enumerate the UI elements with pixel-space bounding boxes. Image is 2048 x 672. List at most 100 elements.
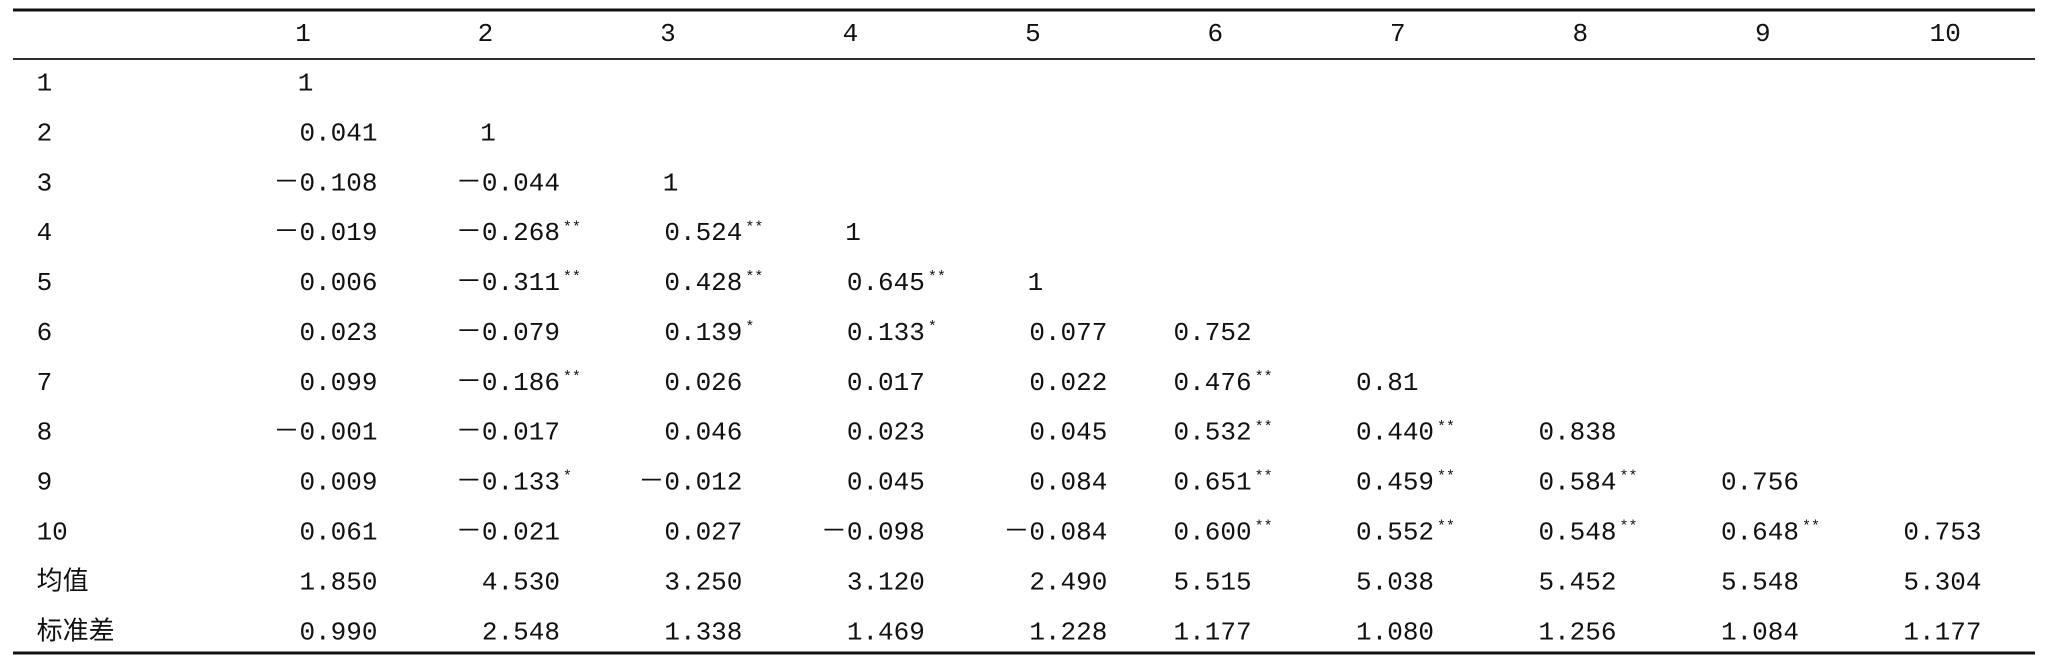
cell-value: 1	[298, 68, 314, 98]
cell-value: 0.027	[664, 518, 742, 548]
cell-value: 0.084	[1029, 468, 1107, 498]
cell-value: －0.021	[456, 518, 560, 548]
row-label: 7	[37, 368, 53, 398]
cell-value: 0.459	[1356, 468, 1434, 498]
significance-mark: **	[1619, 519, 1637, 536]
cell-value: 0.077	[1029, 318, 1107, 348]
significance-mark: **	[1255, 519, 1273, 536]
row-label: 8	[37, 418, 53, 448]
cell-value: 5.548	[1721, 567, 1799, 597]
cell-value: 1.850	[299, 567, 377, 597]
cell-value: －0.019	[273, 218, 377, 248]
cell-value: －0.079	[456, 318, 560, 348]
cell-value: 1.256	[1538, 617, 1616, 647]
cell-value: 1	[663, 168, 679, 198]
cell-value: 5.452	[1538, 567, 1616, 597]
cell-value: 0.045	[1029, 418, 1107, 448]
column-header: 1	[295, 19, 311, 49]
cell-value: 0.645	[847, 268, 925, 298]
row-label: 10	[37, 518, 68, 548]
cell-value: －0.108	[273, 168, 377, 198]
significance-mark: **	[1619, 469, 1637, 486]
row-label: 6	[37, 318, 53, 348]
cell-value: 0.524	[664, 218, 742, 248]
cell-value: 1.080	[1356, 617, 1434, 647]
cell-value: 4.530	[482, 567, 560, 597]
cell-value: 0.600	[1174, 518, 1252, 548]
cell-value: 1.177	[1174, 617, 1252, 647]
cell-value: 0.022	[1029, 368, 1107, 398]
significance-mark: **	[1255, 369, 1273, 386]
cell-value: 0.756	[1721, 468, 1799, 498]
cell-value: 5.038	[1356, 567, 1434, 597]
significance-mark: *	[745, 319, 754, 336]
significance-mark: **	[563, 219, 581, 236]
column-header: 8	[1572, 19, 1588, 49]
significance-mark: **	[1255, 419, 1273, 436]
cell-value: 0.838	[1538, 418, 1616, 448]
significance-mark: **	[928, 269, 946, 286]
row-label: 9	[37, 468, 53, 498]
cell-value: 1.228	[1029, 617, 1107, 647]
cell-value: 0.045	[847, 468, 925, 498]
cell-value: －0.084	[1003, 518, 1107, 548]
significance-mark: **	[563, 269, 581, 286]
cell-value: 1.177	[1903, 617, 1981, 647]
significance-mark: **	[1437, 519, 1455, 536]
cell-value: 0.099	[299, 368, 377, 398]
cell-value: 1.084	[1721, 617, 1799, 647]
cell-value: －0.268	[456, 218, 560, 248]
significance-mark: *	[928, 319, 937, 336]
significance-mark: **	[1802, 519, 1820, 536]
column-header: 5	[1025, 19, 1041, 49]
significance-mark: *	[563, 469, 572, 486]
cell-value: 0.752	[1174, 318, 1252, 348]
cell-value: 0.133	[847, 318, 925, 348]
column-header: 4	[843, 19, 859, 49]
cell-value: 0.476	[1174, 368, 1252, 398]
significance-mark: **	[1437, 419, 1455, 436]
row-label: 2	[37, 118, 53, 148]
significance-mark: **	[1255, 469, 1273, 486]
cell-value: 1.469	[847, 617, 925, 647]
cell-value: 0.006	[299, 268, 377, 298]
column-header: 9	[1755, 19, 1771, 49]
cell-value: 3.120	[847, 567, 925, 597]
cell-value: －0.098	[821, 518, 925, 548]
row-label: 3	[37, 168, 53, 198]
cell-value: 0.023	[847, 418, 925, 448]
cell-value: 0.041	[299, 118, 377, 148]
cell-value: －0.133	[456, 468, 560, 498]
cell-value: 1	[1028, 268, 1044, 298]
cell-value: －0.044	[456, 168, 560, 198]
cell-value: 0.139	[664, 318, 742, 348]
cell-value: 0.584	[1538, 468, 1616, 498]
significance-mark: **	[745, 269, 763, 286]
cell-value: －0.012	[638, 468, 742, 498]
column-header: 3	[660, 19, 676, 49]
cell-value: 0.009	[299, 468, 377, 498]
cell-value: 5.304	[1903, 567, 1981, 597]
significance-mark: **	[745, 219, 763, 236]
cell-value: 0.440	[1356, 418, 1434, 448]
cell-value: 0.061	[299, 518, 377, 548]
cell-value: 0.428	[664, 268, 742, 298]
cell-value: 0.532	[1174, 418, 1252, 448]
row-label: 4	[37, 218, 53, 248]
cell-value: －0.017	[456, 418, 560, 448]
cell-value: 0.026	[664, 368, 742, 398]
cell-value: 0.753	[1903, 518, 1981, 548]
cell-value: －0.311	[456, 268, 560, 298]
column-header: 2	[478, 19, 494, 49]
row-label: 标准差	[37, 616, 115, 647]
column-header: 10	[1930, 19, 1961, 49]
cell-value: 0.548	[1538, 518, 1616, 548]
cell-value: 1	[845, 218, 861, 248]
cell-value: 0.990	[299, 617, 377, 647]
cell-value: 1	[480, 118, 496, 148]
cell-value: 5.515	[1174, 567, 1252, 597]
cell-value: 0.81	[1356, 368, 1418, 398]
cell-value: 0.017	[847, 368, 925, 398]
